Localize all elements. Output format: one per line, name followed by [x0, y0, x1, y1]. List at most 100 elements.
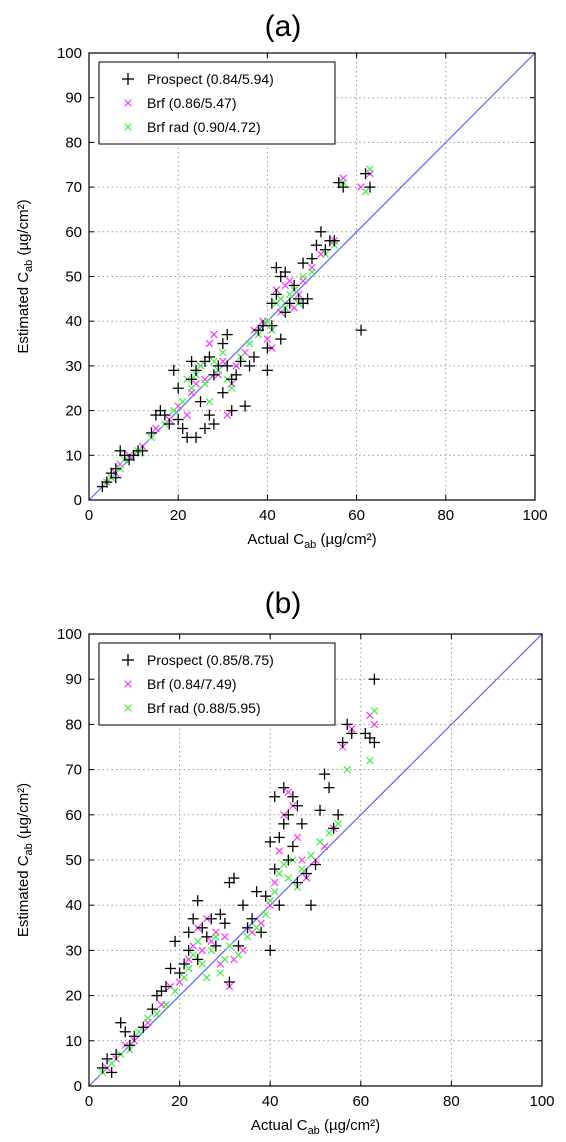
data-point-brf-rad	[234, 951, 243, 959]
y-axis-label-text-a: Estimated C	[15, 272, 32, 354]
data-point-prospect	[106, 1066, 118, 1078]
data-point-prospect	[187, 913, 199, 925]
legend-box-b	[98, 642, 336, 726]
data-point-prospect	[248, 351, 260, 363]
data-point-brf	[198, 946, 207, 955]
y-axis-label-sub-a: ab	[23, 260, 35, 272]
data-point-brf-rad	[184, 964, 193, 973]
data-point-prospect	[261, 364, 273, 376]
x-tick-label: 20	[171, 1093, 188, 1110]
data-point-brf-rad	[334, 820, 342, 828]
data-point-brf	[298, 856, 306, 864]
legend-symbol-prospect	[122, 654, 134, 666]
data-point-prospect	[332, 809, 344, 821]
data-point-prospect	[226, 405, 238, 417]
data-point-prospect	[368, 736, 380, 748]
data-point-prospect	[244, 360, 256, 372]
data-point-brf	[275, 847, 284, 855]
y-tick-label: 60	[65, 807, 82, 824]
data-point-prospect	[284, 297, 296, 309]
y-ticks-b: 0 10 20 30 40 50 60 70 80 90 100	[57, 626, 542, 1095]
data-point-prospect	[360, 168, 372, 180]
data-point-prospect	[163, 418, 175, 430]
legend-item-brf-rad-a: Brf rad (0.90/4.72)	[124, 119, 261, 135]
panel-label-b: (b)	[265, 587, 302, 620]
legend-symbol-prospect	[122, 73, 134, 85]
data-point-brf-rad	[196, 362, 205, 370]
x-tick-label: 100	[529, 1093, 554, 1110]
y-tick-label: 20	[65, 403, 82, 420]
data-point-brf	[284, 788, 293, 796]
data-point-prospect	[217, 387, 229, 399]
data-point-prospect	[306, 253, 318, 265]
legend-symbol-brf	[124, 680, 132, 688]
data-point-prospect	[105, 467, 117, 479]
data-point-brf-rad	[162, 1000, 170, 1009]
data-point-prospect	[203, 409, 215, 421]
data-point-brf	[210, 330, 218, 339]
x-tick-label: 40	[262, 1093, 279, 1110]
legend-a: Prospect (0.84/5.94) Brf (0.86/5.47) Brf…	[98, 61, 336, 145]
data-point-prospect	[219, 917, 231, 929]
data-point-prospect	[199, 422, 211, 434]
data-point-prospect	[186, 373, 198, 385]
data-point-brf	[270, 878, 279, 887]
data-point-prospect	[123, 454, 135, 466]
data-point-prospect	[288, 279, 300, 291]
data-point-prospect	[97, 1062, 109, 1074]
data-point-brf-rad	[270, 887, 279, 896]
legend-b: Prospect (0.85/8.75) Brf (0.84/7.49) Brf…	[98, 642, 336, 726]
data-point-prospect	[190, 364, 202, 376]
data-point-brf-rad	[107, 1059, 116, 1068]
data-point-prospect	[110, 463, 122, 475]
y-tick-label: 100	[57, 626, 82, 643]
data-point-brf-rad	[180, 973, 188, 982]
data-point-brf-rad	[187, 384, 196, 393]
data-point-prospect	[337, 181, 349, 193]
data-point-prospect	[221, 329, 233, 341]
legend-label-brf-rad-a: Brf rad (0.90/4.72)	[147, 119, 261, 135]
data-point-prospect	[359, 727, 371, 739]
data-point-brf-rad	[245, 339, 254, 348]
legend-symbol-brf-rad	[124, 704, 132, 712]
data-point-brf-rad	[308, 268, 316, 276]
y-tick-label: 90	[65, 671, 82, 688]
data-point-prospect	[305, 899, 317, 911]
chart-panel-a: (a) 0 20 40 60 80 100 0102030405060708090100 …	[15, 10, 548, 551]
data-point-prospect	[266, 320, 278, 332]
data-point-prospect	[297, 257, 309, 269]
data-point-prospect	[252, 324, 264, 336]
data-point-brf	[285, 277, 294, 285]
legend-symbol-brf	[124, 99, 132, 107]
data-point-brf-rad	[210, 357, 218, 366]
data-point-prospect	[275, 271, 287, 282]
data-point-brf-rad	[216, 969, 225, 977]
panel-label-a: (a)	[265, 10, 302, 43]
x-tick-label: 0	[85, 507, 93, 524]
data-point-brf	[223, 411, 232, 419]
y-axis-label-text-b: Estimated C	[15, 855, 32, 937]
y-tick-label: 80	[65, 134, 82, 151]
y-tick-label: 0	[74, 1078, 82, 1095]
data-point-brf-rad	[178, 397, 187, 406]
data-point-prospect	[270, 262, 282, 274]
data-point-prospect	[260, 890, 272, 902]
data-point-prospect	[183, 926, 195, 938]
data-point-brf-rad	[207, 946, 216, 955]
data-point-prospect	[208, 418, 220, 430]
data-point-prospect	[275, 333, 287, 345]
x-axis-label-text-b: Actual C	[251, 1117, 308, 1134]
legend-item-brf-b: Brf (0.84/7.49)	[124, 676, 237, 692]
data-points-a	[96, 165, 376, 493]
data-point-brf-rad	[202, 973, 211, 982]
data-point-prospect	[319, 244, 331, 256]
x-ticks-b: 0 20 40 60 80 100	[85, 634, 555, 1110]
legend-item-prospect-b: Prospect (0.85/8.75)	[122, 652, 274, 668]
data-point-brf-rad	[193, 937, 202, 946]
data-point-brf-rad	[276, 295, 285, 303]
y-tick-label: 50	[65, 269, 82, 286]
data-point-prospect	[190, 431, 202, 443]
data-point-prospect	[217, 338, 229, 350]
data-point-prospect	[328, 235, 340, 247]
legend-label-prospect-a: Prospect (0.84/5.94)	[147, 71, 274, 87]
